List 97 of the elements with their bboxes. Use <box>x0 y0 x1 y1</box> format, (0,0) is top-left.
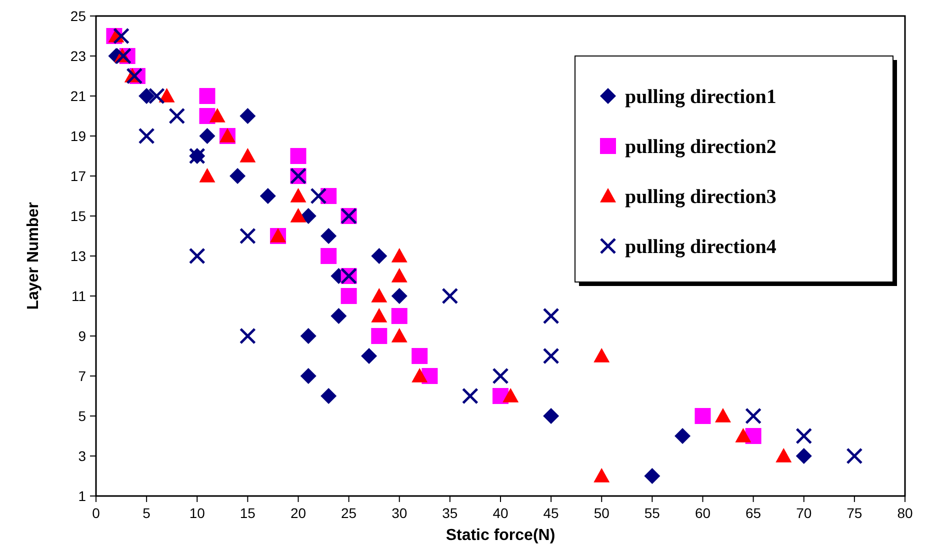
point <box>290 148 306 164</box>
point <box>391 328 408 342</box>
point <box>230 168 246 184</box>
x-tick-label: 5 <box>142 505 151 521</box>
point <box>542 348 560 364</box>
y-tick-label: 15 <box>70 208 86 224</box>
y-tick-label: 17 <box>70 168 86 184</box>
point <box>594 468 610 482</box>
point <box>371 288 388 302</box>
x-axis-title: Static force(N) <box>446 527 556 544</box>
x-tick-label: 50 <box>594 505 610 521</box>
y-tick-label: 25 <box>70 8 86 24</box>
y-tick-label: 5 <box>78 408 86 424</box>
point <box>776 448 792 462</box>
point <box>391 308 408 324</box>
x-tick-label: 35 <box>442 505 458 521</box>
point <box>412 348 428 364</box>
point <box>148 88 165 104</box>
legend-label: pulling direction4 <box>625 236 776 258</box>
point <box>320 388 337 404</box>
x-tick-label: 80 <box>897 505 913 521</box>
point <box>543 408 560 424</box>
point <box>492 368 509 384</box>
point <box>199 128 216 144</box>
point <box>462 388 478 404</box>
point <box>796 428 812 444</box>
point <box>199 88 216 104</box>
x-tick-label: 70 <box>796 505 812 521</box>
legend-label: pulling direction3 <box>625 186 776 208</box>
point <box>391 248 408 262</box>
x-tick-label: 45 <box>543 505 560 521</box>
point <box>594 348 610 362</box>
y-tick-label: 9 <box>78 328 86 344</box>
point <box>199 168 216 182</box>
point <box>694 408 711 424</box>
x-tick-label: 25 <box>341 505 357 521</box>
legend-label: pulling direction2 <box>625 136 776 158</box>
x-tick-label: 75 <box>846 505 862 521</box>
legend-label: pulling direction1 <box>625 86 776 108</box>
x-tick-label: 65 <box>746 505 762 521</box>
point <box>300 328 316 344</box>
point <box>239 328 256 344</box>
y-tick-label: 21 <box>70 88 86 104</box>
point <box>371 308 388 322</box>
point <box>138 128 155 144</box>
point <box>168 108 186 124</box>
y-axis-title: Layer Number <box>25 202 42 310</box>
y-tick-label: 3 <box>78 448 86 464</box>
point <box>542 308 560 324</box>
point <box>188 248 206 264</box>
point <box>846 448 863 464</box>
point <box>391 288 408 304</box>
point <box>442 288 458 304</box>
point <box>240 108 256 124</box>
y-tick-label: 7 <box>78 368 86 384</box>
y-tick-label: 11 <box>71 288 86 304</box>
point <box>260 188 276 204</box>
point <box>239 228 256 244</box>
point <box>735 428 752 442</box>
point <box>412 368 428 382</box>
point <box>310 188 327 204</box>
x-tick-label: 20 <box>290 505 306 521</box>
point <box>240 148 256 162</box>
point <box>674 428 691 444</box>
x-tick-label: 40 <box>492 505 508 521</box>
point <box>113 28 130 44</box>
point <box>796 448 812 464</box>
point <box>391 268 408 282</box>
point <box>209 108 226 122</box>
y-tick-label: 13 <box>70 248 86 264</box>
point <box>290 188 306 202</box>
x-tick-label: 55 <box>644 505 660 521</box>
point <box>371 248 388 264</box>
x-tick-label: 15 <box>240 505 256 521</box>
y-tick-label: 1 <box>78 488 86 504</box>
point <box>300 368 316 384</box>
point <box>300 208 316 224</box>
point <box>138 88 155 104</box>
x-tick-label: 30 <box>392 505 408 521</box>
point <box>320 228 337 244</box>
point <box>714 408 731 422</box>
point <box>330 308 347 324</box>
x-tick-label: 0 <box>92 505 100 521</box>
point <box>340 288 357 304</box>
point <box>502 388 519 402</box>
y-tick-label: 23 <box>70 48 86 64</box>
y-tick-label: 19 <box>70 128 86 144</box>
x-tick-label: 60 <box>694 505 711 521</box>
point <box>361 348 378 364</box>
point <box>320 248 337 264</box>
x-tick-label: 10 <box>189 505 206 521</box>
point <box>290 208 306 222</box>
point <box>745 408 762 424</box>
point <box>158 88 175 102</box>
point <box>371 328 388 344</box>
point <box>126 68 143 84</box>
point <box>644 468 660 484</box>
